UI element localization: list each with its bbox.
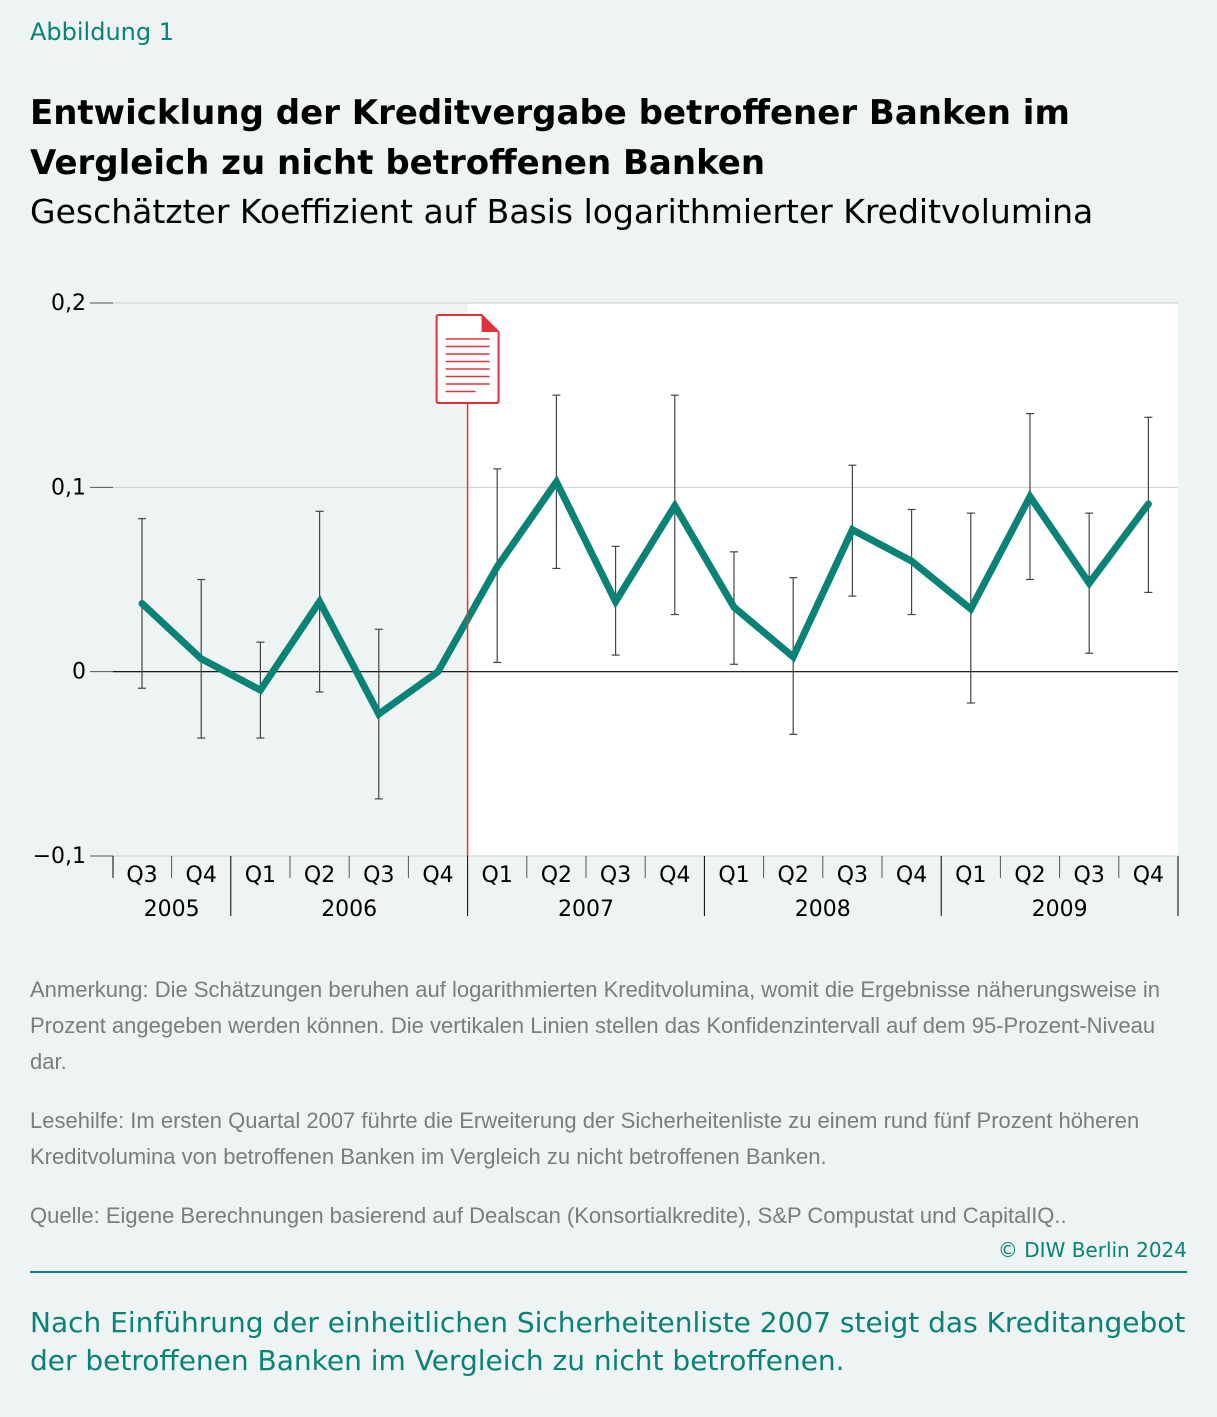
y-tick-label: 0,2 [51, 291, 86, 316]
chart-title: Entwicklung der Kreditvergabe betroffene… [30, 93, 1070, 183]
data-point [968, 606, 974, 612]
x-tick-label: Q3 [363, 863, 394, 888]
data-point [1027, 494, 1033, 500]
x-tick-label: Q4 [1133, 863, 1164, 888]
divider [30, 1271, 1187, 1273]
x-tick-label: Q2 [304, 863, 335, 888]
x-tick-label: Q4 [422, 863, 453, 888]
x-tick-label: Q4 [659, 863, 690, 888]
series-line [138, 474, 1152, 720]
chart-subtitle: Geschätzter Koeffizient auf Basis logari… [30, 192, 1094, 231]
data-point [435, 669, 441, 675]
line-chart: −0,1 0 0,1 0,2 Q3 Q4 2005 Q1 Q2 Q3 Q4 2006 Q1 Q2 Q3 Q4… [33, 291, 1179, 922]
x-tick-label: Q2 [778, 863, 809, 888]
data-point [553, 479, 559, 485]
y-axis: −0,1 0 0,1 0,2 [33, 291, 113, 869]
x-tick-label: Q3 [837, 863, 868, 888]
x-year-label: 2005 [144, 897, 200, 922]
note-quelle: Quelle: Eigene Berechnungen basierend au… [30, 1203, 1067, 1228]
figure-label: Abbildung 1 [30, 18, 175, 46]
document-icon [435, 314, 500, 404]
data-point [1145, 501, 1151, 507]
x-tick-label: Q3 [126, 863, 157, 888]
x-year-label: 2008 [795, 897, 851, 922]
y-tick-label: 0 [72, 660, 86, 685]
x-tick-label: Q3 [1074, 863, 1105, 888]
x-tick-label: Q1 [955, 863, 986, 888]
data-point [494, 564, 500, 570]
x-tick-label: Q2 [1014, 863, 1045, 888]
y-tick-label: 0,1 [51, 475, 86, 500]
data-point [613, 599, 619, 605]
series-lines [138, 474, 1152, 720]
data-point [376, 711, 382, 717]
data-point [257, 687, 263, 693]
takeaway-text: Nach Einführung der einheitlichen Sicher… [30, 1306, 1186, 1377]
x-year-label: 2007 [558, 897, 614, 922]
event-marker [435, 314, 500, 856]
data-point [139, 600, 145, 606]
data-point [1086, 580, 1092, 586]
data-point [672, 503, 678, 509]
data-point [790, 654, 796, 660]
x-year-label: 2009 [1032, 897, 1088, 922]
notes: Anmerkung: Die Schätzungen beruhen auf l… [30, 972, 1195, 1257]
x-tick-label: Q4 [896, 863, 927, 888]
x-tick-label: Q4 [186, 863, 217, 888]
post-event-panel [467, 303, 1179, 856]
y-tick-label: −0,1 [33, 844, 86, 869]
x-tick-label: Q1 [718, 863, 749, 888]
data-point [731, 604, 737, 610]
x-axis: Q3 Q4 2005 Q1 Q2 Q3 Q4 2006 Q1 Q2 Q3 Q4 2007 Q1 Q2 Q3 Q4… [112, 856, 1179, 922]
data-point [849, 527, 855, 533]
data-point [317, 599, 323, 605]
note-anmerkung: Anmerkung: Die Schätzungen beruhen auf l… [30, 977, 1160, 1074]
x-tick-label: Q1 [482, 863, 513, 888]
data-point [909, 558, 915, 564]
data-point [198, 656, 204, 662]
note-lesehilfe: Lesehilfe: Im ersten Quartal 2007 führte… [30, 1108, 1140, 1169]
x-year-label: 2006 [321, 897, 377, 922]
x-tick-label: Q3 [600, 863, 631, 888]
x-tick-label: Q1 [245, 863, 276, 888]
x-tick-label: Q2 [541, 863, 572, 888]
copyright: © DIW Berlin 2024 [997, 1238, 1187, 1262]
